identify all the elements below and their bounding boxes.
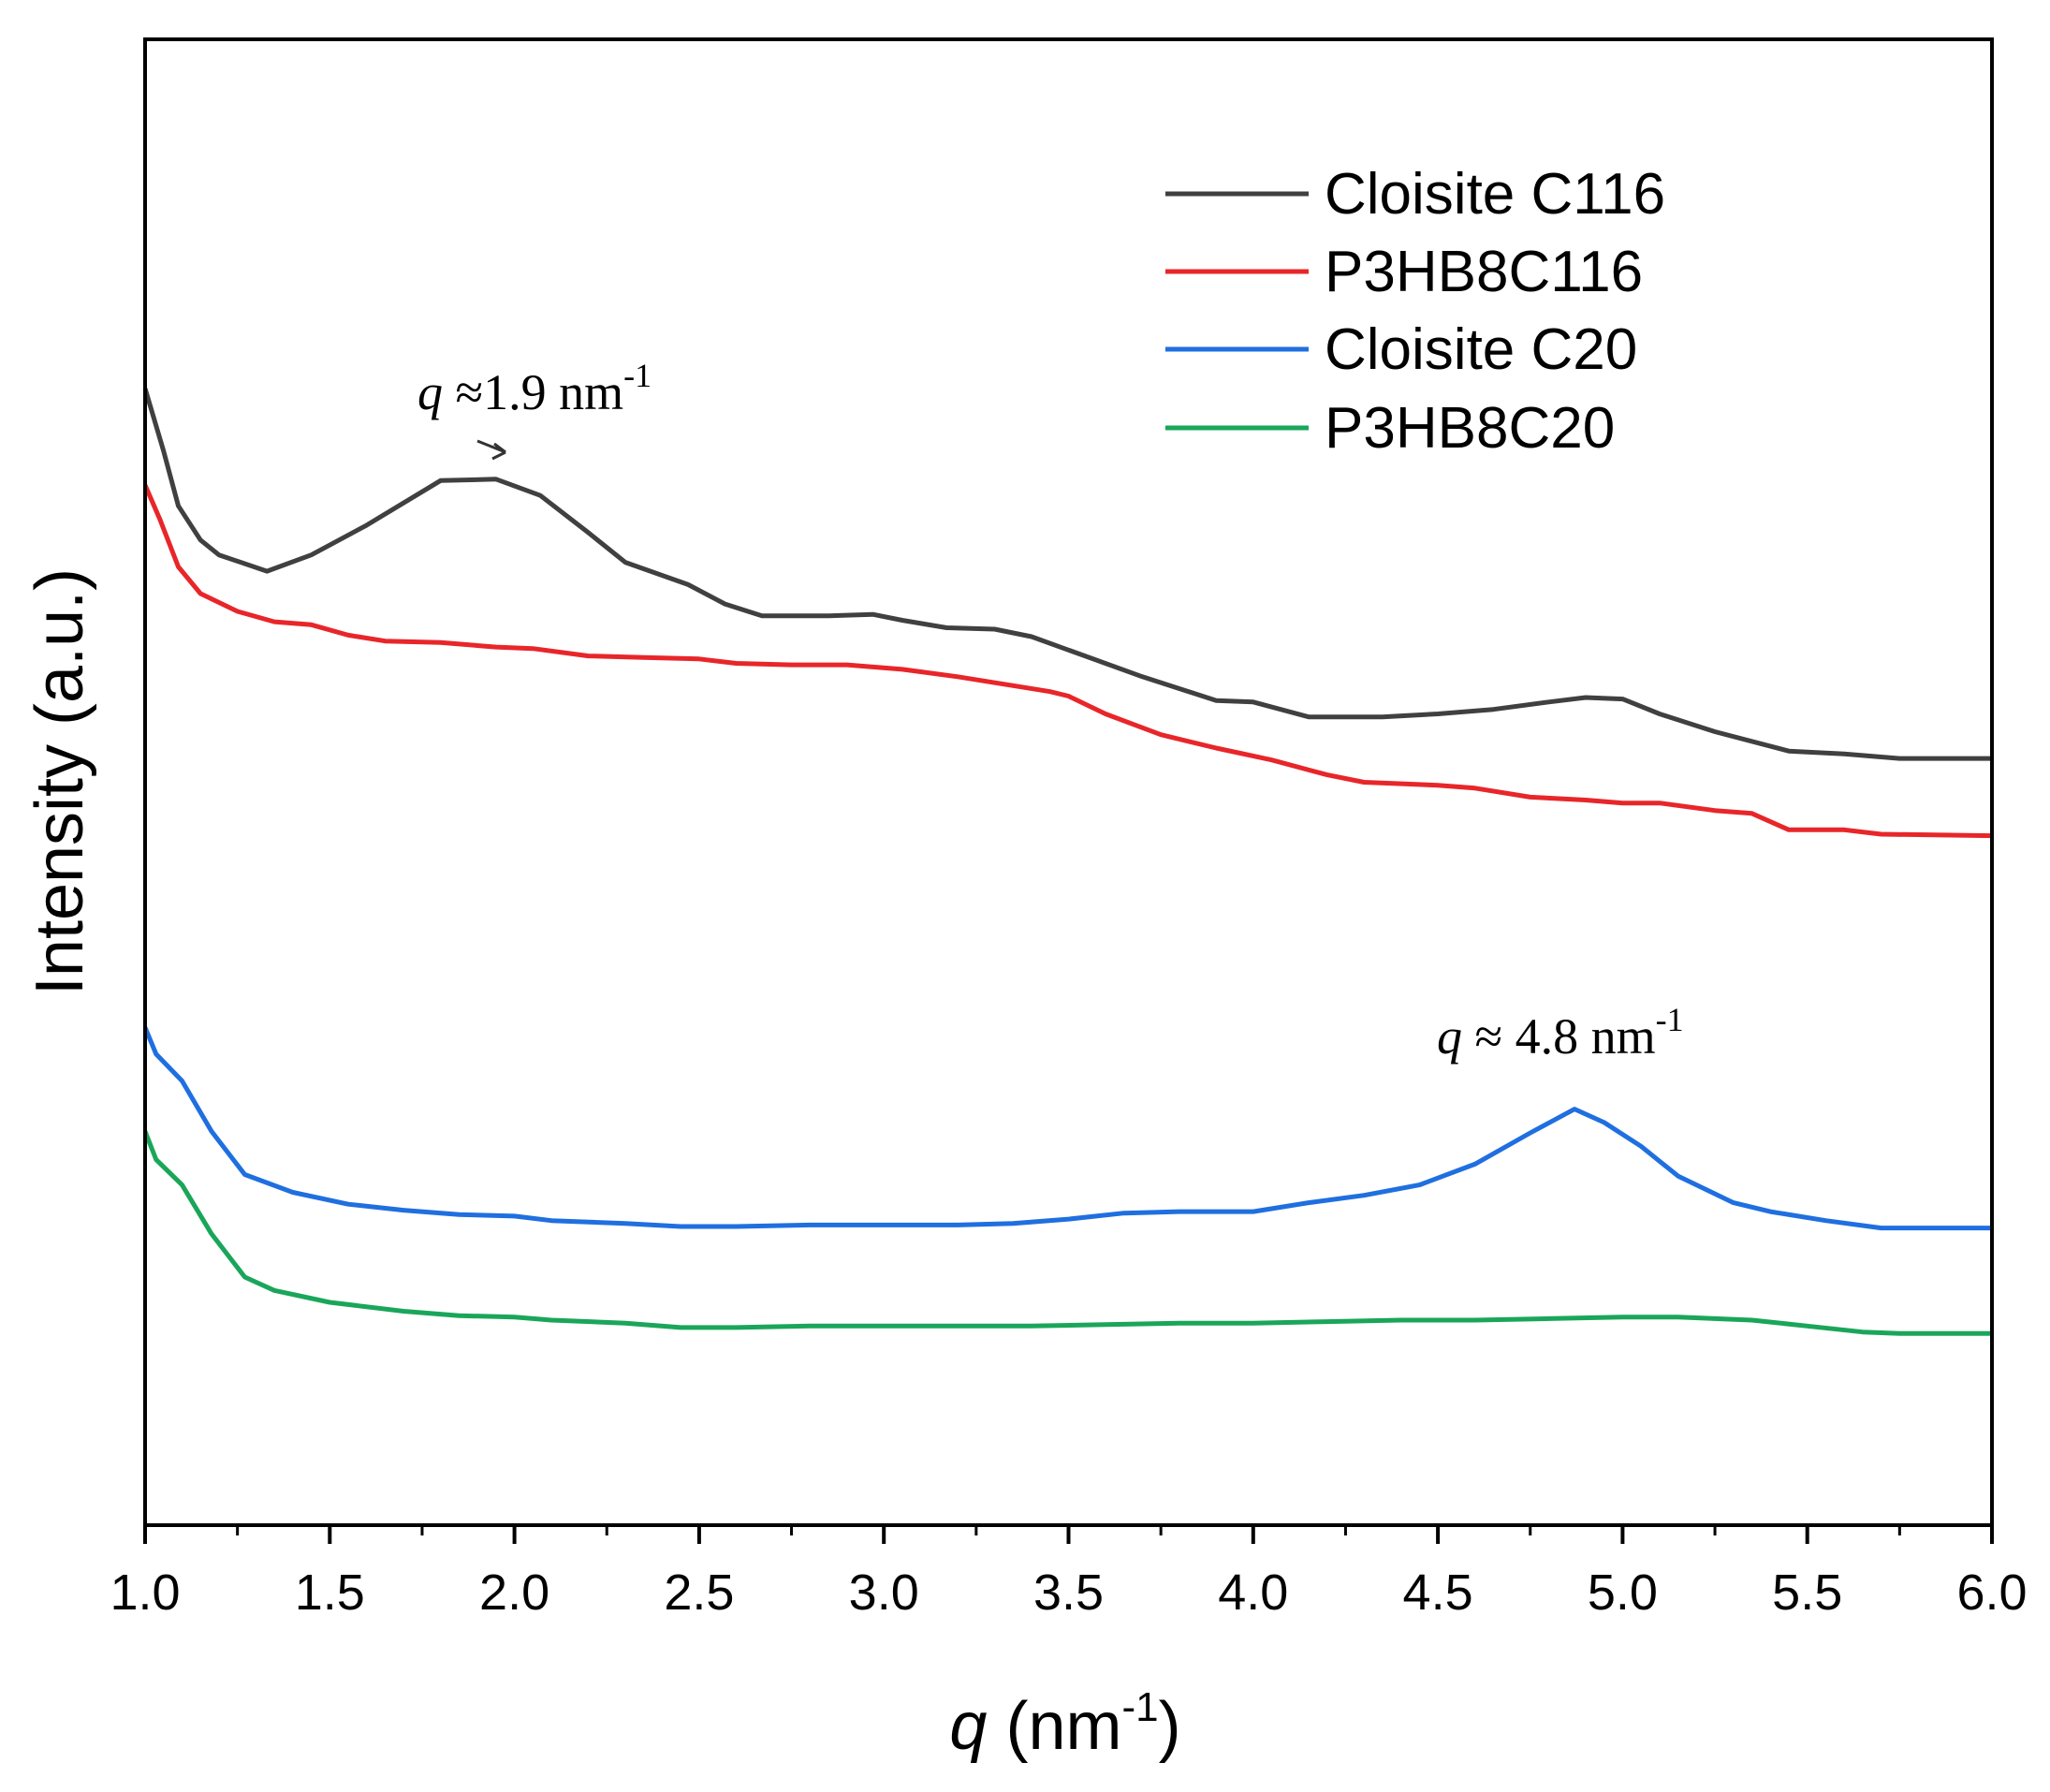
x-axis-title: q (nm-1) (949, 1684, 1180, 1764)
x-tick-label: 6.0 (1956, 1564, 2027, 1621)
annotations: q ≈1.9 nm-1 q ≈ 4.8 nm-1 (417, 357, 1684, 1065)
x-tick-label: 4.5 (1403, 1564, 1473, 1621)
series-layer (142, 388, 1993, 1336)
legend-label-p3hb8c20: P3HB8C20 (1325, 396, 1615, 461)
annotation-peak-c20-exp: -1 (1656, 1001, 1684, 1038)
x-tick-label: 4.0 (1218, 1564, 1288, 1621)
x-tick-label: 5.5 (1772, 1564, 1842, 1621)
x-tick-label: 2.0 (479, 1564, 549, 1621)
x-tick-label: 5.0 (1588, 1564, 1658, 1621)
x-tick-label: 1.5 (295, 1564, 365, 1621)
annotation-peak-c116-text: ≈1.9 nm (443, 364, 623, 420)
annotation-peak-c116-exp: -1 (623, 357, 652, 394)
x-axis-title-unit: (nm (987, 1689, 1121, 1764)
annotation-peak-c20-text: ≈ 4.8 nm (1462, 1008, 1656, 1065)
series-line-cloisite-c116 (142, 388, 1992, 761)
legend-label-cloisite-c20: Cloisite C20 (1325, 317, 1637, 382)
series-line-p3hb8c116 (142, 484, 1993, 839)
x-tick-label: 3.5 (1033, 1564, 1104, 1621)
x-axis-title-exp: -1 (1121, 1684, 1158, 1730)
legend: Cloisite C116 P3HB8C116 Cloisite C20 P3H… (1165, 162, 1665, 461)
annotation-peak-c20-var: q (1437, 1008, 1462, 1065)
plot-frame (143, 37, 1994, 1527)
annotation-peak-c116-arrow (476, 439, 506, 461)
annotation-peak-c116-var: q (417, 364, 443, 420)
x-axis: 1.0 1.5 2.0 2.5 3.0 3.5 4.0 4.5 5.0 5.5 6.0 (110, 1525, 2028, 1621)
x-axis-title-var: q (949, 1689, 987, 1764)
annotation-peak-c20: q ≈ 4.8 nm-1 (1437, 1001, 1684, 1065)
x-tick-label: 3.0 (849, 1564, 919, 1621)
series-line-cloisite-c20 (142, 1026, 1992, 1231)
x-tick-label: 2.5 (664, 1564, 734, 1621)
legend-label-p3hb8c116: P3HB8C116 (1325, 240, 1643, 304)
x-tick-label: 1.0 (110, 1564, 180, 1621)
x-axis-title-close: ) (1159, 1689, 1181, 1764)
series-line-p3hb8c20 (142, 1130, 1992, 1336)
y-axis-title: Intensity (a.u.) (22, 568, 97, 995)
legend-label-cloisite-c116: Cloisite C116 (1325, 162, 1665, 227)
annotation-peak-c116: q ≈1.9 nm-1 (417, 357, 652, 420)
